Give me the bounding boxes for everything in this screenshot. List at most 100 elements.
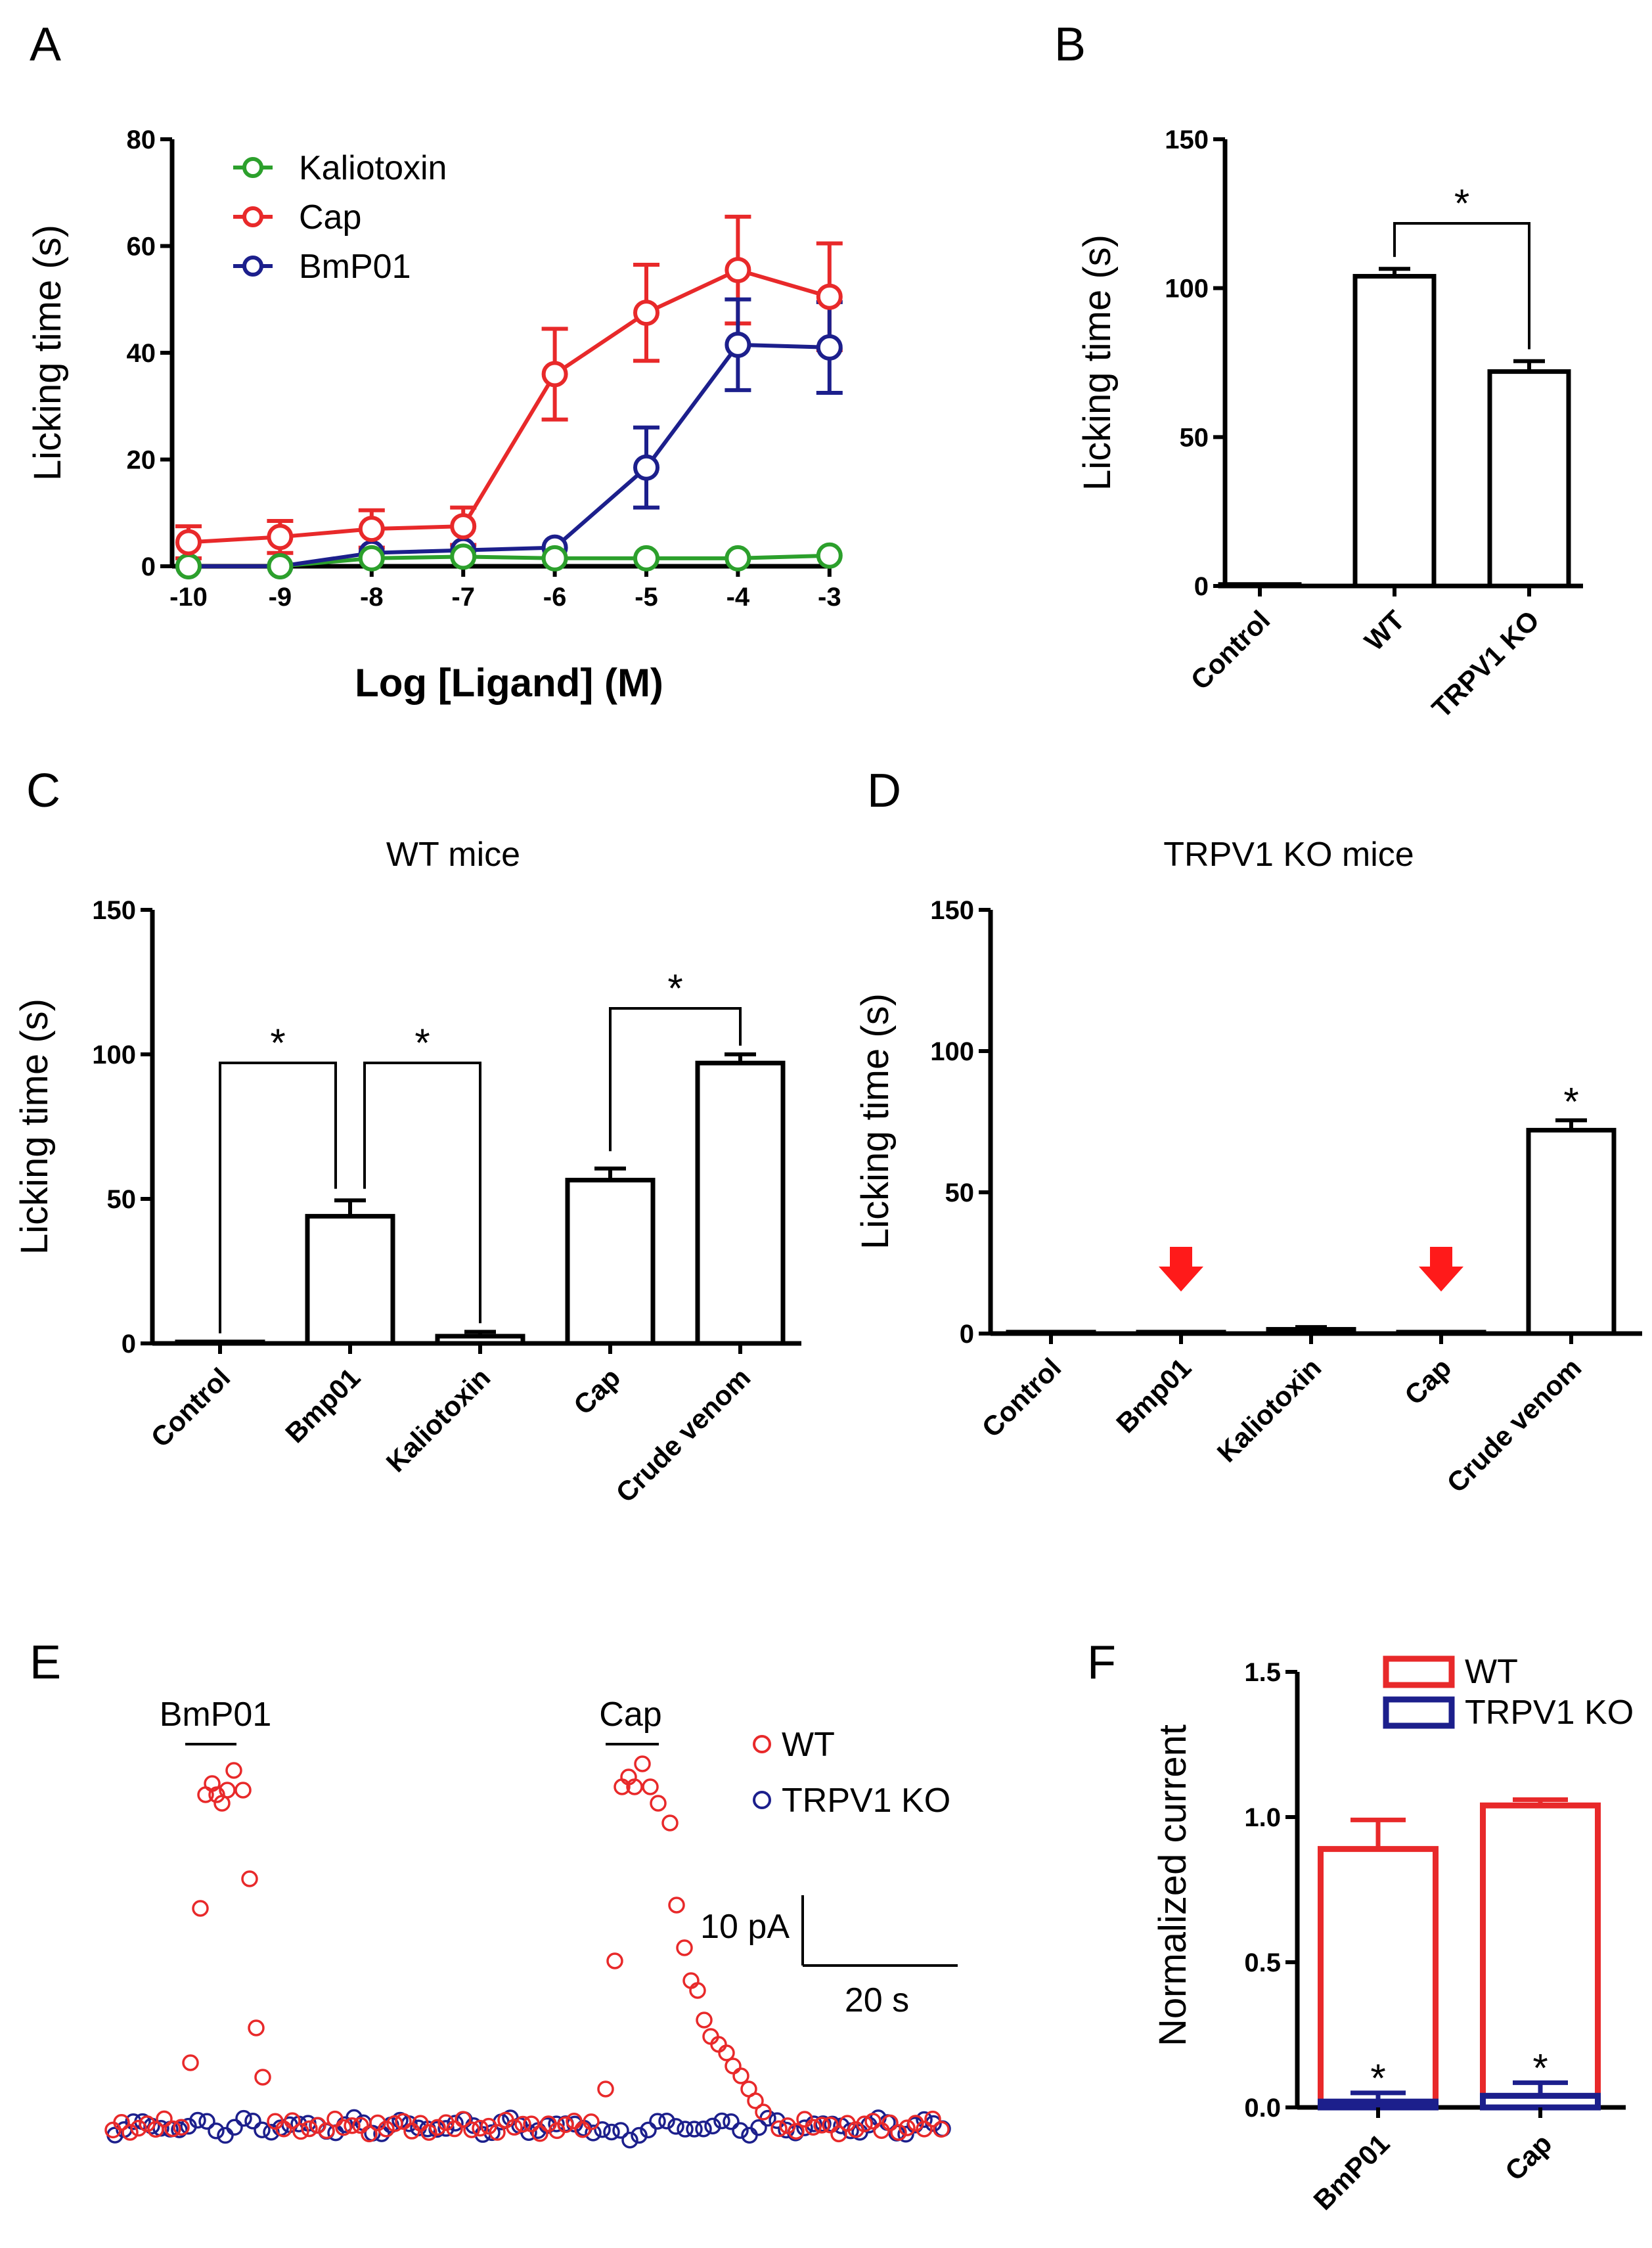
panel-letter-e: E	[30, 1636, 61, 1689]
trace-point-wt-85	[642, 1778, 659, 1795]
significance-star-c-0: *	[270, 1021, 285, 1065]
trace-point-trpv1-ko-86	[897, 2126, 914, 2143]
data-point-bmp01-5	[633, 454, 659, 481]
trace-point-trpv1-ko-62	[677, 2121, 694, 2138]
trace-point-trpv1-ko-53	[594, 2121, 611, 2138]
panel-d-ytick-label-0: 0	[960, 1320, 974, 1349]
panel-c-bar-chart: WT mice 0 50 100 150 Control Bmp01 Kaliotoxin C…	[13, 836, 801, 1508]
data-point-kaliotoxin-3	[450, 543, 477, 570]
trace-point-trpv1-ko-29	[373, 2125, 390, 2142]
bar-d-4	[1526, 1127, 1617, 1336]
panel-f-ytick-label-1: 0.5	[1244, 1948, 1281, 1977]
legend-marker-wt	[753, 1735, 771, 1753]
trace-point-wt-65	[924, 2110, 941, 2128]
legend-label-trpv1-ko: TRPV1 KO	[1465, 1694, 1634, 1732]
trace-point-wt-88	[668, 1897, 685, 1914]
significance-star-f-0: *	[1370, 2056, 1385, 2100]
legend-label-cap: Cap	[299, 198, 361, 236]
trace-point-wt-68	[192, 1900, 209, 1917]
category-label-f-1: Cap	[1499, 2128, 1557, 2186]
data-point-cap-0	[175, 529, 202, 556]
trace-point-wt-67	[182, 2054, 199, 2071]
trace-point-wt-14	[309, 2117, 326, 2134]
trace-point-wt-26	[412, 2115, 429, 2132]
panel-b-ytick-label-0: 0	[1194, 572, 1209, 601]
trace-point-trpv1-ko-36	[437, 2120, 455, 2137]
trace-point-wt-74	[225, 1762, 242, 1779]
trace-point-wt-73	[219, 1782, 236, 1799]
panel-f-bar-chart: 0.0 0.5 1.0 1.5 * * BmP01 Cap Normalized curren…	[1151, 1653, 1634, 2216]
panel-a-xtick-label-6: -4	[726, 583, 750, 612]
data-point-cap-2	[358, 516, 385, 543]
trace-point-wt-43	[557, 2116, 574, 2134]
data-point-cap-4	[541, 361, 568, 388]
trace-point-wt-61	[890, 2124, 907, 2141]
trace-point-wt-32	[463, 2121, 480, 2138]
trace-point-wt-87	[661, 1814, 679, 1832]
panel-b-y-label: Licking time (s)	[1076, 235, 1119, 491]
trace-point-wt-7	[164, 2120, 181, 2138]
data-point-kaliotoxin-5	[633, 545, 659, 572]
trace-point-trpv1-ko-7	[171, 2121, 188, 2138]
trace-point-trpv1-ko-66	[713, 2112, 730, 2130]
trace-point-wt-31	[455, 2111, 472, 2128]
category-label-c-3: Cap	[568, 1362, 626, 1420]
legend-label-trpv1-ko: TRPV1 KO	[782, 1782, 950, 1820]
trace-point-wt-46	[583, 2113, 600, 2130]
trace-point-wt-99	[747, 2092, 764, 2109]
trace-point-wt-62	[899, 2119, 916, 2136]
trace-point-wt-11	[284, 2112, 301, 2129]
panel-c-title: WT mice	[386, 836, 520, 874]
trace-point-wt-83	[626, 1778, 643, 1795]
panel-c-ytick-label-2: 100	[92, 1041, 136, 1069]
trace-point-trpv1-ko-72	[769, 2112, 786, 2129]
trace-point-trpv1-ko-9	[189, 2111, 206, 2129]
data-point-kaliotoxin-6	[725, 545, 751, 572]
trace-point-wt-40	[531, 2125, 548, 2142]
trace-point-wt-80	[606, 1952, 623, 1969]
trace-point-wt-20	[361, 2125, 378, 2143]
panel-a-x-label: Log [Ligand] (M)	[355, 661, 663, 705]
trace-point-wt-91	[689, 1982, 706, 1999]
trace-point-trpv1-ko-56	[621, 2131, 638, 2149]
data-point-cap-7	[816, 283, 843, 310]
trace-point-trpv1-ko-70	[750, 2119, 767, 2136]
significance-bracket-b-0	[1393, 222, 1530, 349]
trace-point-wt-39	[523, 2115, 540, 2132]
trace-point-wt-17	[335, 2119, 352, 2136]
trace-point-wt-51	[805, 2119, 822, 2136]
bar-c-2	[435, 1334, 525, 1346]
significance-star-b-0: *	[1454, 181, 1469, 225]
trace-point-trpv1-ko-13	[226, 2119, 243, 2136]
panel-c-ytick-label-0: 0	[122, 1330, 136, 1359]
panel-a-xtick-label-3: -7	[451, 583, 475, 612]
trace-point-trpv1-ko-11	[208, 2122, 225, 2140]
panel-c-y-label: Licking time (s)	[13, 999, 56, 1255]
trace-point-wt-77	[248, 2019, 265, 2036]
significance-star-f-1: *	[1532, 2046, 1548, 2090]
panel-a-xtick-label-2: -8	[360, 583, 384, 612]
significance-star-c-1: *	[414, 1021, 430, 1065]
panel-a-ytick-label-1: 20	[127, 446, 156, 475]
trace-point-wt-63	[907, 2115, 924, 2132]
panel-c-ytick-label-1: 50	[107, 1185, 137, 1214]
trace-point-wt-19	[352, 2117, 369, 2134]
trace-point-wt-53	[822, 2116, 839, 2134]
panel-letter-c: C	[26, 765, 60, 817]
trace-point-wt-48	[779, 2117, 796, 2134]
panel-a-xtick-label-4: -6	[543, 583, 567, 612]
trace-point-trpv1-ko-10	[198, 2113, 215, 2130]
trace-point-wt-23	[386, 2115, 403, 2132]
trace-point-wt-84	[634, 1755, 651, 1772]
trace-point-wt-30	[446, 2120, 463, 2138]
trace-point-trpv1-ko-68	[732, 2122, 749, 2139]
trace-point-wt-33	[472, 2119, 489, 2137]
trace-point-wt-89	[676, 1939, 693, 1956]
data-point-kaliotoxin-1	[267, 553, 294, 579]
significance-star-c-2: *	[667, 966, 682, 1010]
bar-b-0	[1218, 582, 1302, 589]
bar-d-1	[1136, 1330, 1226, 1336]
trace-point-wt-22	[378, 2121, 395, 2138]
category-label-d-2: Kaliotoxin	[1211, 1352, 1328, 1468]
